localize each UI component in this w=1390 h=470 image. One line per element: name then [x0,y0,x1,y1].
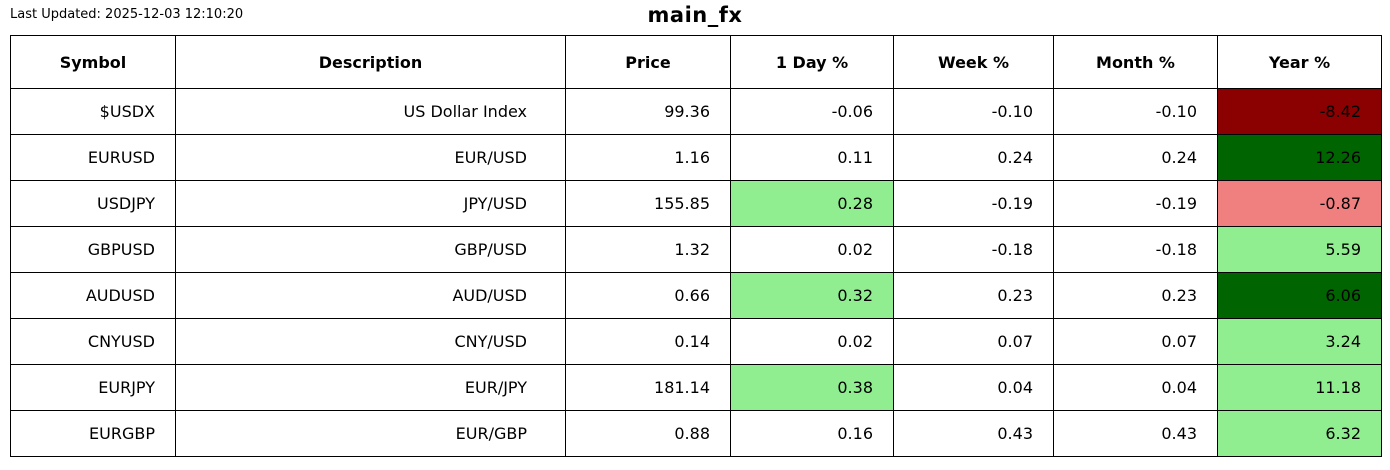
column-header-symbol: Symbol [10,35,176,89]
cell-symbol: $USDX [10,88,176,135]
column-header-day: 1 Day % [730,35,894,89]
cell-symbol: CNYUSD [10,318,176,365]
cell-day: 0.02 [730,226,894,273]
cell-day: 0.11 [730,134,894,181]
cell-month: 0.43 [1053,410,1218,457]
cell-week: -0.18 [893,226,1054,273]
cell-symbol: USDJPY [10,180,176,227]
table-row: EURUSD EUR/USD 1.16 0.11 0.24 0.24 12.26 [10,134,1382,181]
column-header-week: Week % [893,35,1054,89]
cell-price: 155.85 [565,180,731,227]
last-updated-text: Last Updated: 2025-12-03 12:10:20 [10,7,244,22]
cell-description: US Dollar Index [175,88,566,135]
cell-week: 0.23 [893,272,1054,319]
table-row: CNYUSD CNY/USD 0.14 0.02 0.07 0.07 3.24 [10,318,1382,365]
cell-year: 3.24 [1217,318,1382,365]
cell-month: 0.24 [1053,134,1218,181]
cell-price: 1.32 [565,226,731,273]
cell-day: 0.16 [730,410,894,457]
cell-day: 0.38 [730,364,894,411]
cell-day: 0.02 [730,318,894,365]
table-row: $USDX US Dollar Index 99.36 -0.06 -0.10 -0.10… [10,88,1382,135]
cell-week: 0.43 [893,410,1054,457]
cell-description: CNY/USD [175,318,566,365]
cell-month: 0.07 [1053,318,1218,365]
cell-year: 6.32 [1217,410,1382,457]
cell-year: 12.26 [1217,134,1382,181]
cell-day: 0.32 [730,272,894,319]
cell-day: -0.06 [730,88,894,135]
cell-week: -0.10 [893,88,1054,135]
table-row: EURGBP EUR/GBP 0.88 0.16 0.43 0.43 6.32 [10,410,1382,457]
table-row: AUDUSD AUD/USD 0.66 0.32 0.23 0.23 6.06 [10,272,1382,319]
cell-day: 0.28 [730,180,894,227]
cell-week: 0.04 [893,364,1054,411]
table-row: EURJPY EUR/JPY 181.14 0.38 0.04 0.04 11.18 [10,364,1382,411]
cell-symbol: GBPUSD [10,226,176,273]
cell-price: 99.36 [565,88,731,135]
cell-symbol: EURUSD [10,134,176,181]
table-row: USDJPY JPY/USD 155.85 0.28 -0.19 -0.19 -0.87 [10,180,1382,227]
cell-price: 181.14 [565,364,731,411]
cell-week: 0.07 [893,318,1054,365]
cell-description: GBP/USD [175,226,566,273]
cell-month: 0.23 [1053,272,1218,319]
cell-description: AUD/USD [175,272,566,319]
table-row: GBPUSD GBP/USD 1.32 0.02 -0.18 -0.18 5.59 [10,226,1382,273]
cell-month: -0.10 [1053,88,1218,135]
cell-month: -0.18 [1053,226,1218,273]
cell-price: 0.66 [565,272,731,319]
column-header-year: Year % [1217,35,1382,89]
fx-table: Symbol Description Price 1 Day % Week % Month… [10,35,1382,457]
cell-symbol: EURGBP [10,410,176,457]
column-header-month: Month % [1053,35,1218,89]
cell-description: JPY/USD [175,180,566,227]
cell-week: -0.19 [893,180,1054,227]
cell-week: 0.24 [893,134,1054,181]
cell-year: 11.18 [1217,364,1382,411]
table-body: $USDX US Dollar Index 99.36 -0.06 -0.10 -0.10… [10,88,1382,457]
cell-price: 0.88 [565,410,731,457]
cell-month: -0.19 [1053,180,1218,227]
cell-month: 0.04 [1053,364,1218,411]
cell-price: 1.16 [565,134,731,181]
column-header-description: Description [175,35,566,89]
cell-description: EUR/GBP [175,410,566,457]
cell-price: 0.14 [565,318,731,365]
cell-year: -8.42 [1217,88,1382,135]
header-row: Symbol Description Price 1 Day % Week % Month… [10,35,1382,89]
cell-symbol: AUDUSD [10,272,176,319]
column-header-price: Price [565,35,731,89]
cell-description: EUR/USD [175,134,566,181]
cell-symbol: EURJPY [10,364,176,411]
cell-year: 5.59 [1217,226,1382,273]
cell-year: 6.06 [1217,272,1382,319]
cell-year: -0.87 [1217,180,1382,227]
cell-description: EUR/JPY [175,364,566,411]
page-title: main_fx [647,3,743,27]
